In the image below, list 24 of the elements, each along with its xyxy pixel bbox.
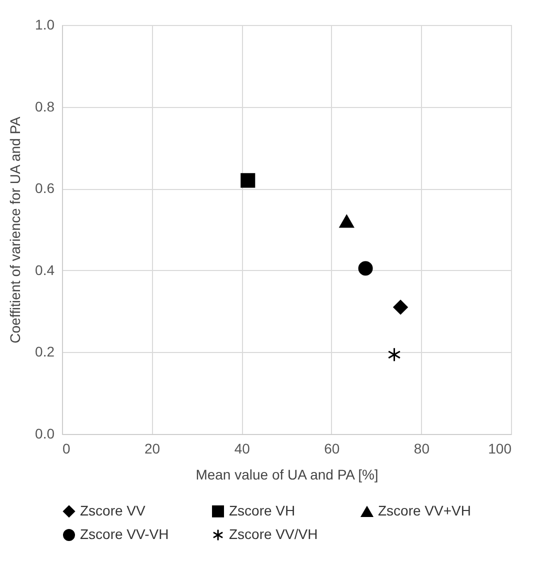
x-tick-label: 0 — [62, 440, 70, 456]
point — [339, 214, 354, 228]
x-tick-label: 20 — [144, 440, 160, 456]
point — [358, 261, 373, 276]
y-tick-label: 0.8 — [35, 98, 55, 114]
x-tick-label: 60 — [324, 440, 340, 456]
y-tick-label: 1.0 — [35, 16, 55, 32]
legend-label: Zscore VV/VH — [229, 526, 318, 542]
x-axis-title: Mean value of UA and PA [%] — [196, 466, 378, 482]
point — [393, 300, 408, 314]
point — [240, 173, 256, 188]
point — [388, 347, 401, 362]
y-tick-label: 0.6 — [35, 180, 55, 196]
y-tick-label: 0.2 — [35, 344, 55, 360]
x-tick-label: 40 — [234, 440, 250, 456]
x-tick-label: 100 — [488, 440, 512, 456]
legend-label: Zscore VV+VH — [378, 502, 471, 519]
y-tick-label: 0.0 — [35, 426, 55, 442]
y-tick-label: 0.4 — [35, 262, 55, 278]
legend-label: Zscore VV — [80, 502, 146, 518]
legend-label: Zscore VV-VH — [80, 526, 169, 542]
x-tick-label: 80 — [414, 440, 430, 456]
y-axis-title: Coeffitient of varience for UA and PA — [7, 116, 24, 344]
legend-label: Zscore VH — [229, 502, 296, 518]
